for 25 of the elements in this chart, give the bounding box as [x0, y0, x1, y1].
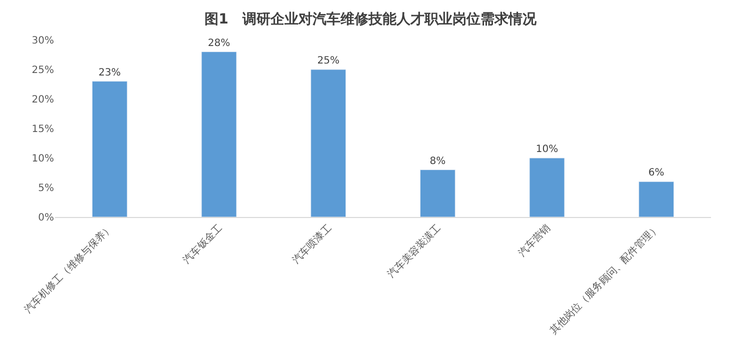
y-tick-label: 0%: [38, 212, 54, 224]
x-tick-label: 汽车钣金工: [180, 222, 225, 266]
y-tick-label: 10%: [32, 154, 54, 164]
bar: [638, 181, 674, 217]
y-tick-label: 15%: [32, 124, 54, 135]
bar: [420, 170, 456, 217]
data-label: 10%: [536, 144, 558, 155]
bar: [92, 81, 128, 217]
data-label: 8%: [430, 156, 446, 167]
bar: [310, 69, 346, 217]
x-tick-label: 汽车机修工（维修与保养）: [22, 222, 116, 316]
data-label: 25%: [317, 56, 340, 66]
bar: [529, 158, 565, 217]
data-label: 6%: [648, 168, 664, 179]
x-tick-label: 汽车喷漆工: [290, 222, 334, 266]
y-tick-label: 30%: [32, 36, 54, 46]
bar: [201, 52, 237, 217]
chart-title: 图1 调研企业对汽车维修技能人才职业岗位需求情况: [204, 10, 538, 28]
y-tick-label: 5%: [38, 183, 54, 194]
data-label: 28%: [208, 38, 230, 49]
y-tick-label: 20%: [32, 94, 54, 106]
data-label: 23%: [98, 67, 121, 78]
x-tick-label: 汽车营销: [516, 222, 553, 259]
x-tick-label: 汽车美容装潢工: [385, 222, 444, 280]
y-tick-label: 25%: [32, 65, 54, 76]
